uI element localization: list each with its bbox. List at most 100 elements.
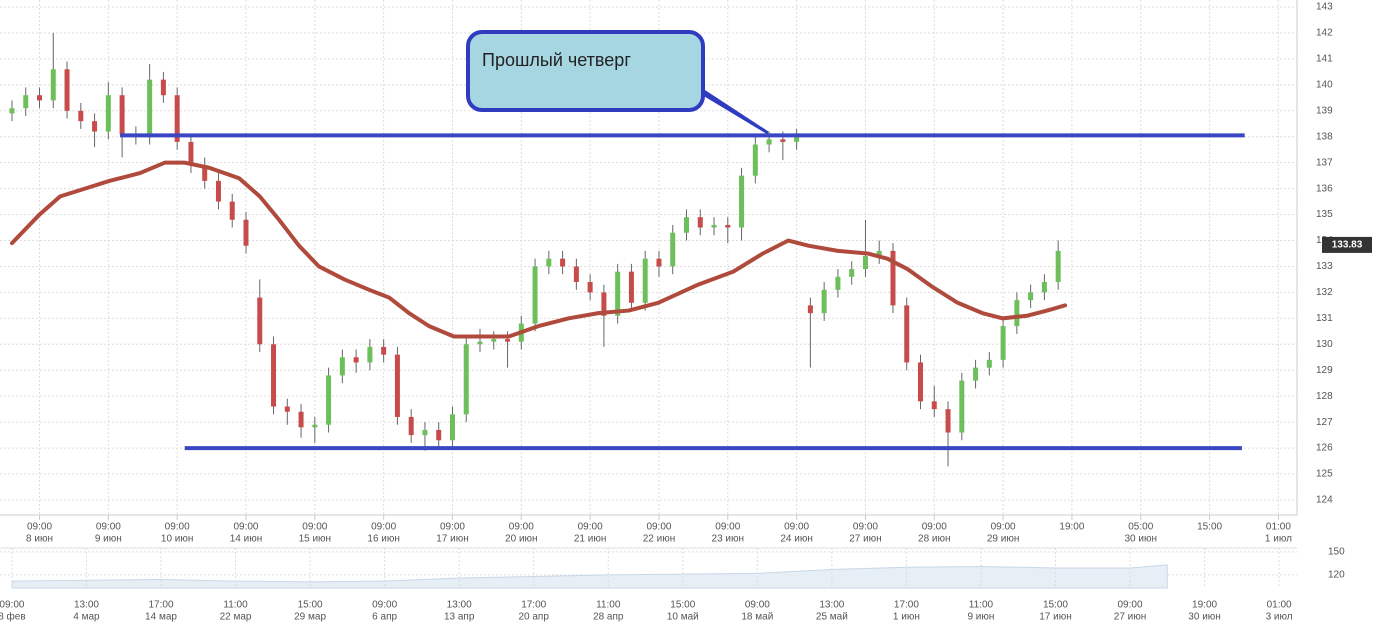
x-tick-label: 15:00: [1197, 522, 1222, 533]
x-tick-label: 09:00: [922, 522, 947, 533]
candle-body: [642, 258, 648, 303]
navigator-x-date: 14 мар: [145, 612, 177, 623]
navigator-x-label: 17:00: [148, 600, 173, 611]
candle-body: [546, 258, 552, 267]
candle-body: [780, 139, 786, 142]
callout: Прошлый четверг: [466, 30, 769, 135]
x-tick-label: 09:00: [96, 522, 121, 533]
navigator-x-label: 17:00: [894, 600, 919, 611]
candle-body: [174, 95, 180, 142]
x-tick-label: 09:00: [371, 522, 396, 533]
y-tick-label: 131: [1316, 313, 1333, 324]
candle-body: [339, 357, 345, 376]
navigator-x-date: 17 июн: [1039, 612, 1072, 623]
navigator-x-date: 25 май: [816, 612, 848, 623]
navigator-x-date: 28 апр: [593, 612, 624, 623]
navigator-x-date: 20 апр: [518, 612, 549, 623]
candle-body: [973, 367, 979, 381]
y-tick-label: 128: [1316, 391, 1333, 402]
candle-body: [408, 416, 414, 436]
candle-body: [807, 305, 813, 314]
candle-body: [326, 375, 332, 425]
last-price-label: 133.83: [1332, 240, 1363, 251]
y-tick-label: 141: [1316, 54, 1333, 65]
y-tick-label: 137: [1316, 157, 1333, 168]
x-tick-label: 09:00: [509, 522, 534, 533]
candle-body: [752, 144, 758, 176]
candle-body: [105, 95, 111, 132]
navigator-x-label: 17:00: [521, 600, 546, 611]
y-tick-label: 127: [1316, 417, 1333, 428]
callout-box: [466, 30, 705, 112]
candle-body: [601, 292, 607, 316]
y-tick-label: 138: [1316, 131, 1333, 142]
candle-body: [64, 69, 70, 111]
candle-body: [959, 380, 965, 433]
x-tick-date: 21 июн: [574, 534, 607, 545]
candle-body: [436, 429, 442, 441]
candle-body: [491, 339, 497, 342]
navigator-x-label: 09:00: [1118, 600, 1143, 611]
x-tick-date: 22 июн: [643, 534, 676, 545]
navigator-x-date: 18 май: [741, 612, 773, 623]
candle-body: [119, 95, 125, 135]
candle-body: [986, 359, 992, 368]
candle-body: [532, 266, 538, 324]
navigator-x-date: 29 мар: [294, 612, 326, 623]
x-tick-label: 09:00: [784, 522, 809, 533]
candle-body: [298, 411, 304, 428]
x-tick-label: 09:00: [440, 522, 465, 533]
candle-body: [422, 429, 428, 436]
x-tick-date: 10 июн: [161, 534, 194, 545]
navigator-x-date: 27 июн: [1114, 612, 1147, 623]
candle-body: [560, 258, 566, 267]
candle-body: [835, 276, 841, 290]
candle-body: [573, 266, 579, 283]
candle-body: [931, 401, 937, 410]
x-tick-label: 09:00: [578, 522, 603, 533]
candle-body: [50, 69, 56, 101]
navigator-x-date: 10 май: [667, 612, 699, 623]
x-tick-date: 14 июн: [230, 534, 263, 545]
candle-body: [284, 406, 290, 412]
candle-body: [202, 165, 208, 181]
x-tick-label: 19:00: [1059, 522, 1084, 533]
candle-body: [1055, 250, 1061, 283]
candle-body: [904, 305, 910, 363]
navigator-x-label: 01:00: [1267, 600, 1292, 611]
annotation: Прошлый четверг: [482, 50, 631, 70]
navigator-x-label: 09:00: [0, 600, 25, 611]
y-tick-label: 143: [1316, 2, 1333, 13]
y-tick-label: 133: [1316, 261, 1333, 272]
candle-body: [890, 250, 896, 306]
x-tick-label: 09:00: [853, 522, 878, 533]
candle-body: [147, 79, 153, 137]
candle-body: [243, 219, 249, 246]
y-tick-label: 140: [1316, 79, 1333, 90]
candle-body: [711, 224, 717, 228]
x-tick-label: 09:00: [165, 522, 190, 533]
y-tick-label: 135: [1316, 209, 1333, 220]
candle-body: [739, 175, 745, 228]
navigator-x-label: 11:00: [596, 600, 621, 611]
moving-average-line: [9, 160, 1068, 339]
x-tick-date: 27 июн: [849, 534, 882, 545]
x-tick-label: 09:00: [991, 522, 1016, 533]
candle-body: [587, 282, 593, 293]
candle-body: [257, 297, 263, 345]
candle-body: [215, 180, 221, 202]
candle-body: [670, 232, 676, 267]
candle-body: [656, 258, 662, 267]
candle-body: [849, 269, 855, 277]
x-tick-date: 24 июн: [780, 534, 813, 545]
last-price-box: [1322, 236, 1372, 253]
y-tick-label: 139: [1316, 105, 1333, 116]
candle-body: [1028, 292, 1034, 301]
candle-body: [1014, 300, 1020, 327]
candle-body: [78, 110, 84, 122]
candle-body: [23, 95, 29, 109]
candle-body: [615, 271, 621, 316]
x-tick-label: 05:00: [1128, 522, 1153, 533]
navigator-x-date: 1 июн: [893, 612, 920, 623]
x-tick-date: 23 июн: [712, 534, 745, 545]
